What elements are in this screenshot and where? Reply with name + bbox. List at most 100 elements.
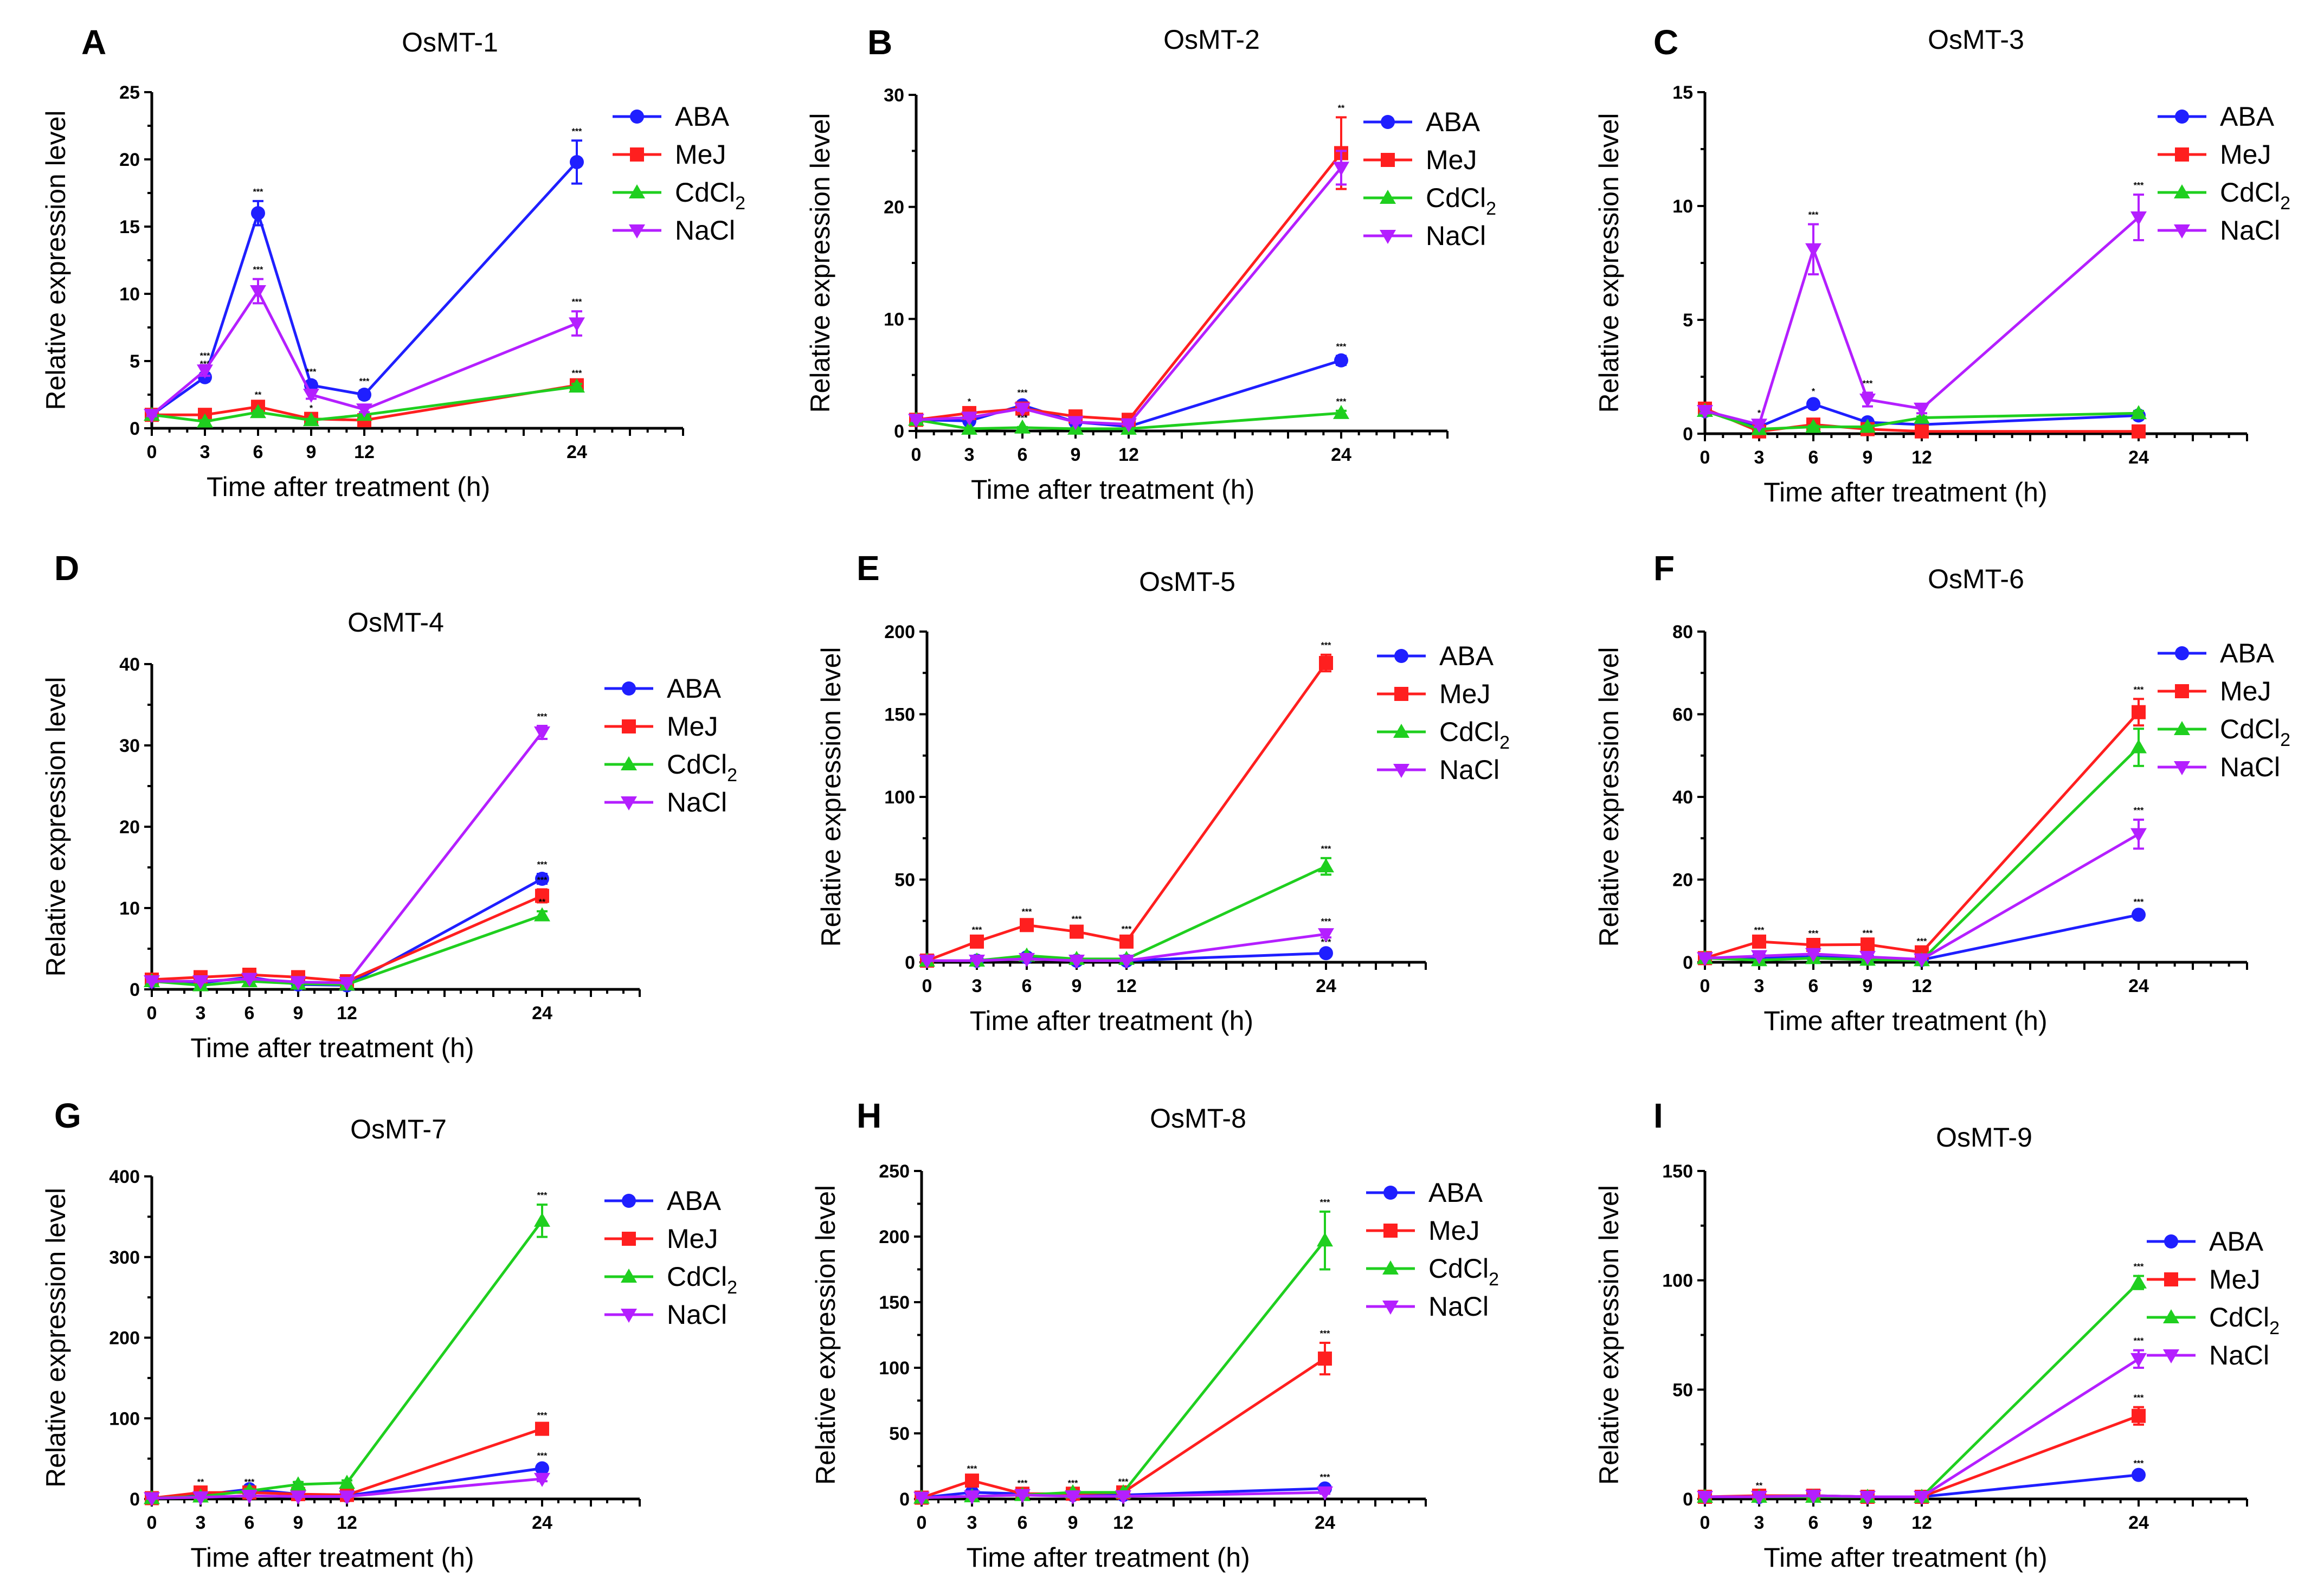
- y-tick-label: 20: [119, 817, 140, 838]
- series-MeJ: ***: [145, 876, 549, 988]
- legend-marker-CdCl2: [2174, 184, 2190, 198]
- y-axis-label: Relative expression level: [41, 1188, 71, 1488]
- significance-label: **: [1756, 1482, 1763, 1491]
- significance-label: *: [1758, 409, 1761, 418]
- x-tick-label: 24: [2128, 976, 2149, 996]
- data-point: [1806, 397, 1820, 411]
- x-axis-label: Time after treatment (h): [1763, 1542, 2047, 1573]
- significance-label: ***: [572, 369, 582, 378]
- series-line-MeJ: [926, 662, 1328, 962]
- data-point: [1067, 416, 1084, 430]
- y-tick-label: 40: [119, 654, 140, 675]
- series-MeJ: *** *** *** *** ***: [920, 641, 1333, 968]
- data-point: [1697, 952, 1713, 967]
- significance-label: **: [1338, 104, 1345, 113]
- legend-label-ABA: ABA: [2220, 638, 2275, 668]
- x-tick-label: 3: [967, 1513, 977, 1533]
- legend-label-ABA: ABA: [675, 101, 730, 132]
- x-tick-label: 0: [911, 445, 922, 465]
- data-point: [2130, 1274, 2147, 1289]
- panel-D: D OsMT-4 0 10 20 30 40 0 3 6 9 12 24 Time after treat…: [41, 549, 737, 1063]
- data-point: [1020, 918, 1034, 932]
- panel-title: OsMT-2: [1163, 24, 1260, 55]
- panel-letter: A: [81, 23, 106, 62]
- data-point: [570, 155, 584, 169]
- x-tick-label: 9: [293, 1513, 304, 1533]
- significance-label: ***: [1018, 1479, 1028, 1488]
- legend-label-CdCl2: CdCl2: [2220, 177, 2290, 214]
- data-point: [534, 1212, 550, 1227]
- significance-label: ***: [359, 377, 370, 387]
- legend-label-ABA: ABA: [2220, 101, 2275, 132]
- data-point: [339, 977, 355, 991]
- data-point: [535, 872, 549, 886]
- y-axis-label: Relative expression level: [1594, 647, 1624, 947]
- series-line-NaCl: [152, 731, 543, 984]
- data-point: [964, 1490, 980, 1505]
- legend-label-MeJ: MeJ: [667, 711, 718, 742]
- data-point: [1319, 655, 1333, 670]
- data-point: [1859, 951, 1876, 966]
- x-tick-label: 9: [306, 442, 317, 462]
- x-axis-label: Time after treatment (h): [190, 1542, 474, 1573]
- significance-label: ***: [200, 351, 210, 361]
- data-point: [1752, 934, 1766, 949]
- x-tick-label: 9: [1863, 1513, 1873, 1533]
- significance-label: ***: [1118, 1477, 1129, 1486]
- x-tick-label: 3: [1754, 1513, 1765, 1533]
- legend-marker-NaCl: [621, 1309, 637, 1323]
- significance-label: ***: [1320, 1198, 1330, 1207]
- data-point: [1914, 402, 1930, 417]
- x-tick-label: 12: [1911, 976, 1932, 996]
- significance-label: ***: [537, 1191, 548, 1200]
- x-tick-label: 12: [354, 442, 375, 462]
- legend-marker-MeJ: [1381, 153, 1395, 167]
- x-axis-label: Time after treatment (h): [966, 1542, 1250, 1573]
- y-tick-label: 200: [109, 1328, 140, 1349]
- x-tick-label: 9: [293, 1003, 304, 1024]
- significance-label: ***: [2134, 898, 2144, 907]
- legend-marker-NaCl: [621, 796, 637, 810]
- legend-marker-NaCl: [629, 224, 645, 239]
- x-tick-label: 6: [1808, 976, 1819, 996]
- data-point: [569, 317, 585, 332]
- x-tick-label: 12: [337, 1003, 357, 1024]
- x-tick-label: 24: [1331, 445, 1351, 465]
- significance-label: ***: [1336, 397, 1347, 407]
- data-point: [250, 285, 266, 300]
- x-tick-label: 24: [2128, 447, 2149, 468]
- series-NaCl: ***: [1697, 1337, 2147, 1505]
- y-tick-label: 0: [894, 421, 904, 442]
- data-point: [356, 403, 372, 418]
- significance-label: ***: [1022, 908, 1032, 917]
- y-tick-label: 0: [1683, 953, 1693, 973]
- legend-marker-NaCl: [1393, 764, 1409, 778]
- legend-label-NaCl: NaCl: [2209, 1340, 2269, 1370]
- y-axis-label: Relative expression level: [1594, 1185, 1624, 1485]
- legend-label-ABA: ABA: [1428, 1177, 1483, 1208]
- data-point: [2130, 405, 2147, 420]
- x-tick-label: 3: [1754, 976, 1765, 996]
- y-tick-label: 250: [879, 1161, 910, 1182]
- panel-letter: G: [54, 1096, 81, 1135]
- data-point: [144, 409, 160, 423]
- data-point: [1019, 953, 1035, 967]
- series-NaCl: *** *** ***: [144, 266, 585, 423]
- series-NaCl: **********: [1697, 181, 2147, 433]
- significance-label: ***: [306, 368, 317, 377]
- data-point: [1014, 402, 1031, 417]
- significance-label: **: [539, 898, 546, 907]
- panel-title: OsMT-8: [1150, 1103, 1246, 1134]
- legend-label-MeJ: MeJ: [2209, 1264, 2260, 1295]
- legend-marker-ABA: [630, 110, 644, 124]
- data-point: [961, 411, 977, 426]
- x-tick-label: 12: [1118, 445, 1139, 465]
- x-tick-label: 3: [964, 445, 975, 465]
- x-tick-label: 3: [1754, 447, 1765, 468]
- series-line-CdCl2: [151, 914, 543, 987]
- legend-label-NaCl: NaCl: [2220, 215, 2280, 246]
